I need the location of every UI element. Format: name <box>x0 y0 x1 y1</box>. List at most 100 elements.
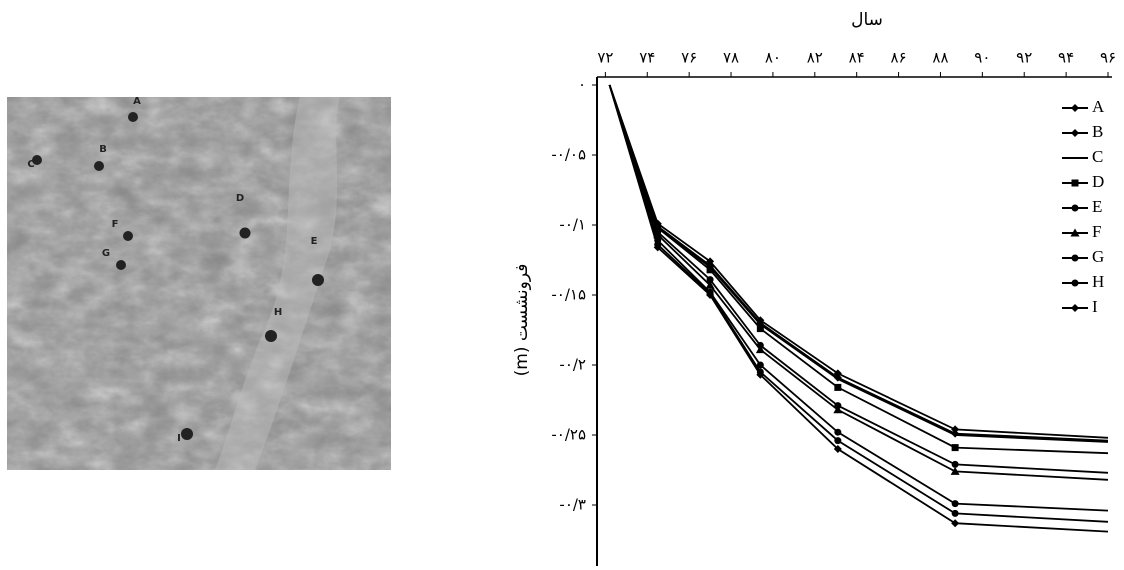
x-tick-label: ۹۴ <box>1058 49 1074 67</box>
map-ridge <box>215 97 340 470</box>
x-tick-label: ۷۲ <box>597 49 613 67</box>
marker <box>705 280 715 289</box>
marker <box>1071 104 1079 112</box>
series <box>608 84 1109 443</box>
marker <box>834 437 842 445</box>
marker <box>950 466 960 475</box>
series-line <box>608 84 1109 512</box>
series-line <box>608 84 1109 481</box>
marker <box>706 291 715 299</box>
legend-item: D <box>1062 172 1104 191</box>
map-point-label: F <box>112 219 119 230</box>
x-tick-label: ۸۸ <box>932 49 948 67</box>
marker <box>833 445 842 453</box>
legend-item: G <box>1062 247 1104 266</box>
legend-label: B <box>1092 122 1103 141</box>
map-terrain <box>7 97 391 470</box>
x-tick-label: ۸۰ <box>765 49 781 67</box>
marker <box>1071 254 1079 262</box>
series-line <box>608 84 1109 443</box>
marker <box>951 519 960 528</box>
legend-label: A <box>1092 97 1105 116</box>
map-point <box>181 428 193 440</box>
series <box>608 84 1109 512</box>
marker <box>951 444 959 452</box>
y-tick-label: -۰/۲ <box>559 356 586 374</box>
legend-label: I <box>1092 297 1098 316</box>
map-point <box>265 330 277 342</box>
satellite-map: A B C D E F G H I <box>7 96 391 470</box>
x-tick-label: ۸۴ <box>849 49 865 67</box>
x-tick-label: ۷۶ <box>681 49 697 67</box>
series <box>608 84 1109 481</box>
marker <box>756 370 765 379</box>
series <box>608 84 1109 455</box>
marker <box>834 428 842 436</box>
marker <box>654 224 662 232</box>
map-point-label: C <box>27 159 34 170</box>
map-point-label: H <box>274 307 282 318</box>
y-tick-label: -۰/۱ <box>559 216 586 234</box>
marker <box>1070 228 1080 237</box>
map-point <box>116 260 126 270</box>
legend-item: I <box>1062 297 1098 316</box>
marker <box>756 361 764 369</box>
x-axis-title: سال <box>851 10 883 30</box>
y-tick-label: -۰/۰۵ <box>551 146 586 164</box>
x-tick-label: ۹۲ <box>1016 49 1032 67</box>
marker <box>706 276 714 284</box>
y-tick-label: -۰/۳ <box>559 496 586 514</box>
marker <box>1071 179 1079 187</box>
legend-label: E <box>1092 197 1102 216</box>
series-line <box>608 84 1109 533</box>
y-axis-title: فرونشست (m) <box>512 264 532 377</box>
map-point <box>123 231 133 241</box>
marker <box>756 325 764 333</box>
y-tick-label: -۰/۱۵ <box>551 286 586 304</box>
legend-item: H <box>1062 272 1104 291</box>
x-tick-label: ۹۶ <box>1100 49 1116 67</box>
map-point <box>128 112 138 122</box>
map-point <box>32 155 42 165</box>
marker <box>1071 304 1079 312</box>
map-point-label: B <box>99 144 107 155</box>
legend-label: F <box>1092 222 1101 241</box>
marker <box>951 460 959 468</box>
series-line <box>608 84 1109 474</box>
marker <box>1071 129 1079 137</box>
x-tick-label: ۸۲ <box>807 49 823 67</box>
legend-label: D <box>1092 172 1104 191</box>
legend-item: E <box>1062 197 1102 216</box>
marker <box>951 509 959 517</box>
map-point <box>312 274 324 286</box>
marker <box>833 405 843 414</box>
legend-label: H <box>1092 272 1104 291</box>
series <box>608 84 1109 442</box>
y-tick-label: -۰/۲۵ <box>551 426 586 444</box>
series <box>608 84 1109 533</box>
x-tick-label: ۸۶ <box>891 49 907 67</box>
legend-label: G <box>1092 247 1104 266</box>
x-tick-label: ۹۰ <box>974 49 990 67</box>
legend-item: C <box>1062 147 1103 166</box>
series-line <box>608 84 1109 523</box>
marker <box>1071 279 1079 287</box>
marker <box>951 425 960 434</box>
series-line <box>608 84 1109 442</box>
marker <box>706 266 714 274</box>
y-tick-label: ۰ <box>578 76 586 94</box>
x-tick-label: ۷۸ <box>723 49 739 67</box>
map-point-label: I <box>177 433 181 444</box>
map-point-label: E <box>311 236 318 247</box>
marker <box>834 383 842 391</box>
map-point <box>94 161 104 171</box>
marker <box>653 243 662 252</box>
map-point-label: G <box>102 248 110 259</box>
map-point-label: D <box>236 193 244 204</box>
map-point-label: A <box>133 96 141 107</box>
map-points: A B C D E F G H I <box>27 96 324 444</box>
series <box>608 84 1109 474</box>
legend-item: A <box>1062 97 1105 116</box>
